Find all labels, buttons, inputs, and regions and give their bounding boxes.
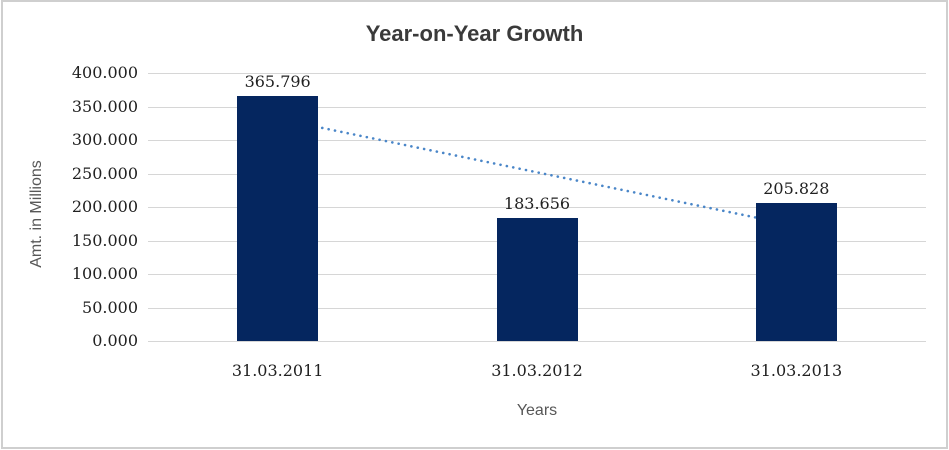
x-axis-category-label: 31.03.2011 <box>231 361 324 380</box>
bar-data-label: 365.796 <box>244 71 311 91</box>
chart-title: Year-on-Year Growth <box>365 21 584 46</box>
bar-data-label: 183.656 <box>503 193 571 213</box>
bar <box>496 217 578 341</box>
gridline <box>148 341 926 342</box>
y-axis-tick-label: 250.000 <box>71 163 138 183</box>
x-axis-category-label: 31.03.2012 <box>491 361 583 380</box>
y-axis-tick-label: 300.000 <box>71 130 138 149</box>
gridline <box>148 106 926 108</box>
bar-data-label: 205.828 <box>763 179 830 199</box>
x-axis-title: Years <box>516 402 558 419</box>
y-axis-tick-label: 150.000 <box>71 230 138 250</box>
y-axis-tick-label: 100.000 <box>71 264 138 283</box>
y-axis-tick-label: 200.000 <box>71 197 138 216</box>
y-axis-tick-label: 400.000 <box>71 63 138 82</box>
bar <box>237 95 319 341</box>
x-axis-category-label: 31.03.2013 <box>750 361 843 380</box>
gridline <box>148 73 926 74</box>
y-axis-tick-label: 0.000 <box>92 331 138 350</box>
bar <box>755 203 837 341</box>
y-axis-tick-label: 350.000 <box>71 96 138 116</box>
y-axis-tick-label: 50.000 <box>82 297 138 317</box>
